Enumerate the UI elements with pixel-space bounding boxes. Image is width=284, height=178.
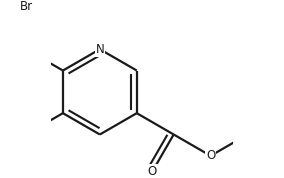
Text: O: O [206,149,215,162]
Text: N: N [95,43,104,56]
Text: Br: Br [19,0,33,13]
Text: O: O [148,165,157,178]
